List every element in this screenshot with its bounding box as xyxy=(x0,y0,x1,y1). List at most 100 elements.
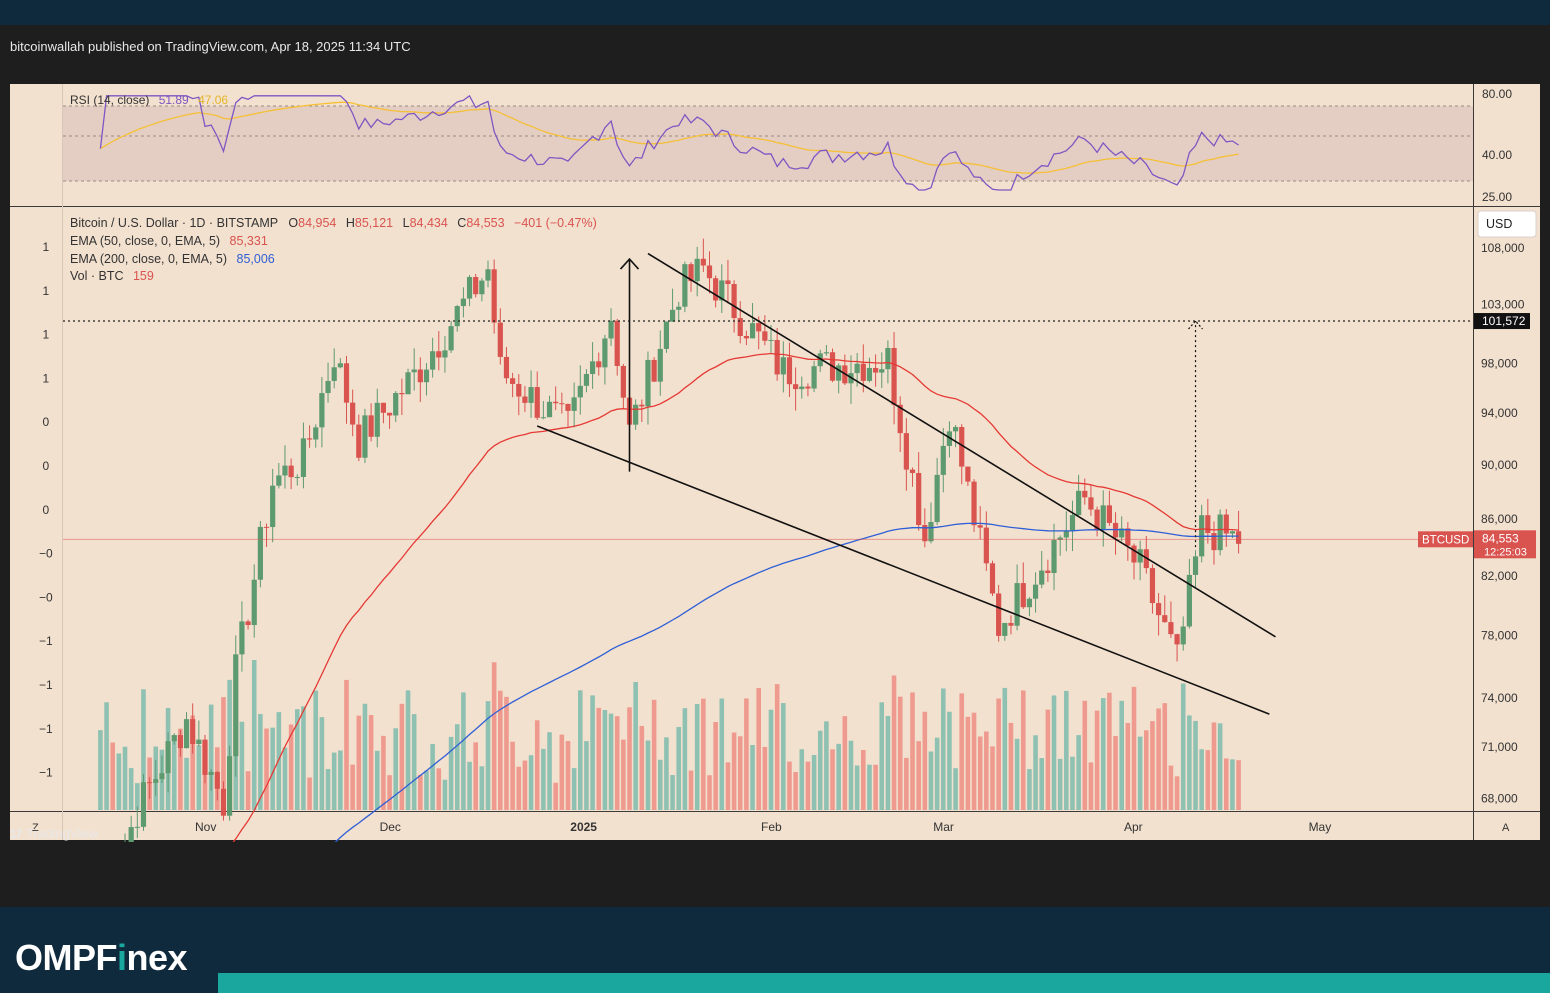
candle-body xyxy=(1082,490,1088,498)
candle xyxy=(343,355,350,424)
candle-body xyxy=(989,563,996,594)
candle-body xyxy=(940,445,946,475)
volume-bar xyxy=(319,717,325,810)
candle xyxy=(528,370,534,418)
candle xyxy=(805,383,811,397)
candle-body xyxy=(183,719,190,749)
volume-bar xyxy=(178,728,183,810)
volume-bar xyxy=(510,741,515,810)
volume-bar xyxy=(596,707,602,810)
symbol-price-label: BTCUSD 84,553 12:25:03 xyxy=(1418,530,1536,559)
rsi-line xyxy=(99,94,1239,191)
ema200-line xyxy=(334,522,1239,842)
candle-body xyxy=(768,339,774,341)
candle-body xyxy=(147,782,153,784)
volume-bar xyxy=(602,709,608,810)
volume-bar xyxy=(867,764,872,810)
candle-body xyxy=(1020,583,1026,608)
volume-bar xyxy=(135,783,140,810)
candle-body xyxy=(190,719,196,745)
price-axis xyxy=(1473,84,1540,811)
left-scale-label: 0 xyxy=(43,415,50,429)
candle-body xyxy=(596,361,602,368)
candle xyxy=(1211,521,1217,565)
candle-body xyxy=(805,386,811,389)
candle xyxy=(965,466,971,486)
candle-body xyxy=(1162,615,1168,623)
candle-body xyxy=(128,827,134,842)
volume-bar xyxy=(325,768,331,810)
candle-body xyxy=(713,278,719,301)
candle-body xyxy=(442,350,448,358)
currency-button[interactable]: USD xyxy=(1477,210,1537,238)
rsi-legend-ma: 47.06 xyxy=(198,93,228,107)
candle xyxy=(436,331,442,371)
candle-body xyxy=(589,361,596,374)
volume-bar xyxy=(288,724,294,810)
candle-body xyxy=(866,367,873,381)
volume-bar xyxy=(522,760,528,810)
volume-bar xyxy=(1051,695,1057,810)
svg-text:Bitcoin / U.S. Dollar · 1D · B: Bitcoin / U.S. Dollar · 1D · BITSTAMP O8… xyxy=(70,216,597,230)
candle-body xyxy=(270,485,276,528)
rsi-legend-name: RSI (14, close) xyxy=(70,93,149,107)
price-axis-ticks: 108,000 103,000 98,000 94,000 90,000 86,000 82… xyxy=(1481,241,1525,806)
axis-button-right[interactable]: A xyxy=(1502,822,1510,834)
legend-l-label: L xyxy=(403,216,410,230)
rsi-axis: 80.00 40.00 25.00 xyxy=(1482,87,1512,204)
volume-bar xyxy=(467,761,472,810)
candle-body xyxy=(171,735,177,742)
candle xyxy=(306,425,313,448)
candle xyxy=(124,833,126,842)
candle-body xyxy=(719,280,725,301)
candle-body xyxy=(700,258,706,266)
candle xyxy=(497,308,503,365)
volume-bar xyxy=(171,736,177,810)
candle xyxy=(196,720,202,747)
volume-bar xyxy=(405,690,411,810)
time-label: May xyxy=(1309,820,1332,834)
axis-button-left[interactable]: Z xyxy=(32,822,39,834)
candle-body xyxy=(337,363,343,368)
volume-bar xyxy=(344,679,349,810)
left-scale-label: −1 xyxy=(39,722,53,736)
candle-body xyxy=(386,412,393,416)
candle xyxy=(651,357,657,382)
volume-bar xyxy=(1082,700,1088,810)
candle-body xyxy=(380,402,387,413)
legend-vol-value: 159 xyxy=(133,269,154,283)
candle-body xyxy=(916,473,922,526)
tradingview-icon: 17 xyxy=(10,826,22,841)
candle xyxy=(448,320,454,353)
candle xyxy=(577,365,583,415)
candle xyxy=(608,308,614,346)
chart-canvas[interactable]: RSI (14, close) 51.89 47.06 80.00 40.00 … xyxy=(10,58,1540,842)
candle xyxy=(1125,522,1131,561)
candle xyxy=(1223,509,1229,547)
candle xyxy=(270,468,276,543)
candle xyxy=(239,601,245,672)
volume-bar xyxy=(374,750,380,810)
volume-bar xyxy=(811,754,817,810)
candle xyxy=(663,321,670,353)
volume-bar xyxy=(885,715,891,810)
rsi-legend-value: 51.89 xyxy=(159,93,189,107)
candle xyxy=(276,462,282,489)
candle-body xyxy=(196,739,202,745)
candle xyxy=(959,424,965,485)
candle xyxy=(1168,601,1174,638)
candle xyxy=(793,367,799,411)
volume-bars xyxy=(98,660,1241,810)
legend-ema200-name: EMA (200, close, 0, EMA, 5) xyxy=(70,252,227,266)
candle xyxy=(393,391,399,423)
price-tick: 71,000 xyxy=(1481,740,1518,754)
candle-body xyxy=(688,264,694,282)
candle-body xyxy=(952,427,959,432)
volume-bar xyxy=(301,706,306,810)
volume-bar xyxy=(793,772,798,810)
left-scale-label: −0 xyxy=(39,547,53,561)
candle xyxy=(952,424,959,448)
candle xyxy=(417,357,423,402)
legend-low: 84,434 xyxy=(410,216,448,230)
candle-body xyxy=(811,366,817,389)
